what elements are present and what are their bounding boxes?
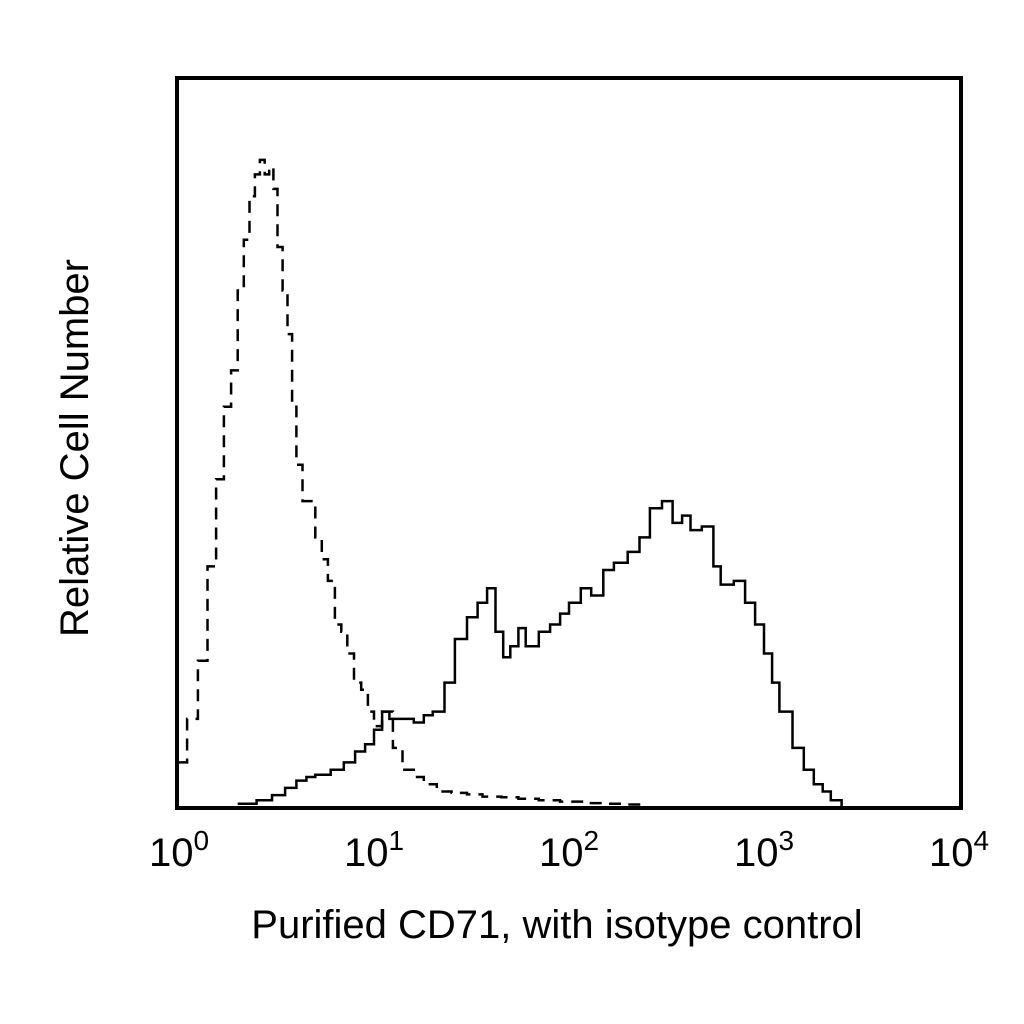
isotype-control-histogram bbox=[179, 158, 648, 806]
cd71-histogram bbox=[237, 499, 843, 806]
x-tick-label: 104 bbox=[929, 825, 989, 875]
x-axis-label: Purified CD71, with isotype control bbox=[251, 903, 862, 947]
series-layer bbox=[179, 158, 843, 806]
x-tick-labels: 100 101 102 103 104 bbox=[149, 825, 989, 875]
x-tick-label: 100 bbox=[149, 825, 209, 875]
plot-frame bbox=[175, 76, 963, 810]
y-axis-label: Relative Cell Number bbox=[53, 259, 97, 637]
x-tick-label: 102 bbox=[539, 825, 599, 875]
x-tick-label: 103 bbox=[734, 825, 794, 875]
x-tick-label: 101 bbox=[344, 825, 404, 875]
